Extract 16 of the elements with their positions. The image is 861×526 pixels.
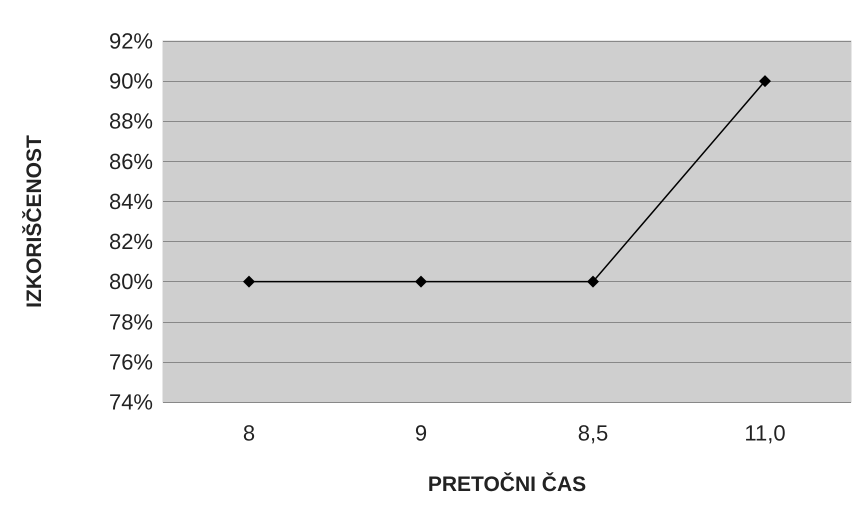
y-axis-title: IZKORIŠČENOST: [22, 134, 46, 308]
x-tick-label: 11,0: [744, 420, 786, 446]
y-tick-label: 88%: [108, 108, 153, 134]
x-axis-title: PRETOČNI ČAS: [428, 472, 586, 496]
y-tick-label: 80%: [108, 269, 153, 294]
x-tick-label: 8,5: [578, 420, 608, 446]
x-tick-label: 8: [242, 420, 256, 446]
y-tick-label: 78%: [108, 309, 153, 334]
y-tick-label: 82%: [108, 229, 153, 254]
y-tick-label: 76%: [108, 349, 153, 374]
y-tick-label: 84%: [108, 188, 153, 214]
y-tick-label: 92%: [108, 28, 153, 54]
y-tick-label: 74%: [108, 390, 153, 414]
y-tick-label: 86%: [108, 148, 153, 174]
y-tick-label: 90%: [108, 68, 153, 94]
x-tick-label: 9: [414, 420, 428, 446]
